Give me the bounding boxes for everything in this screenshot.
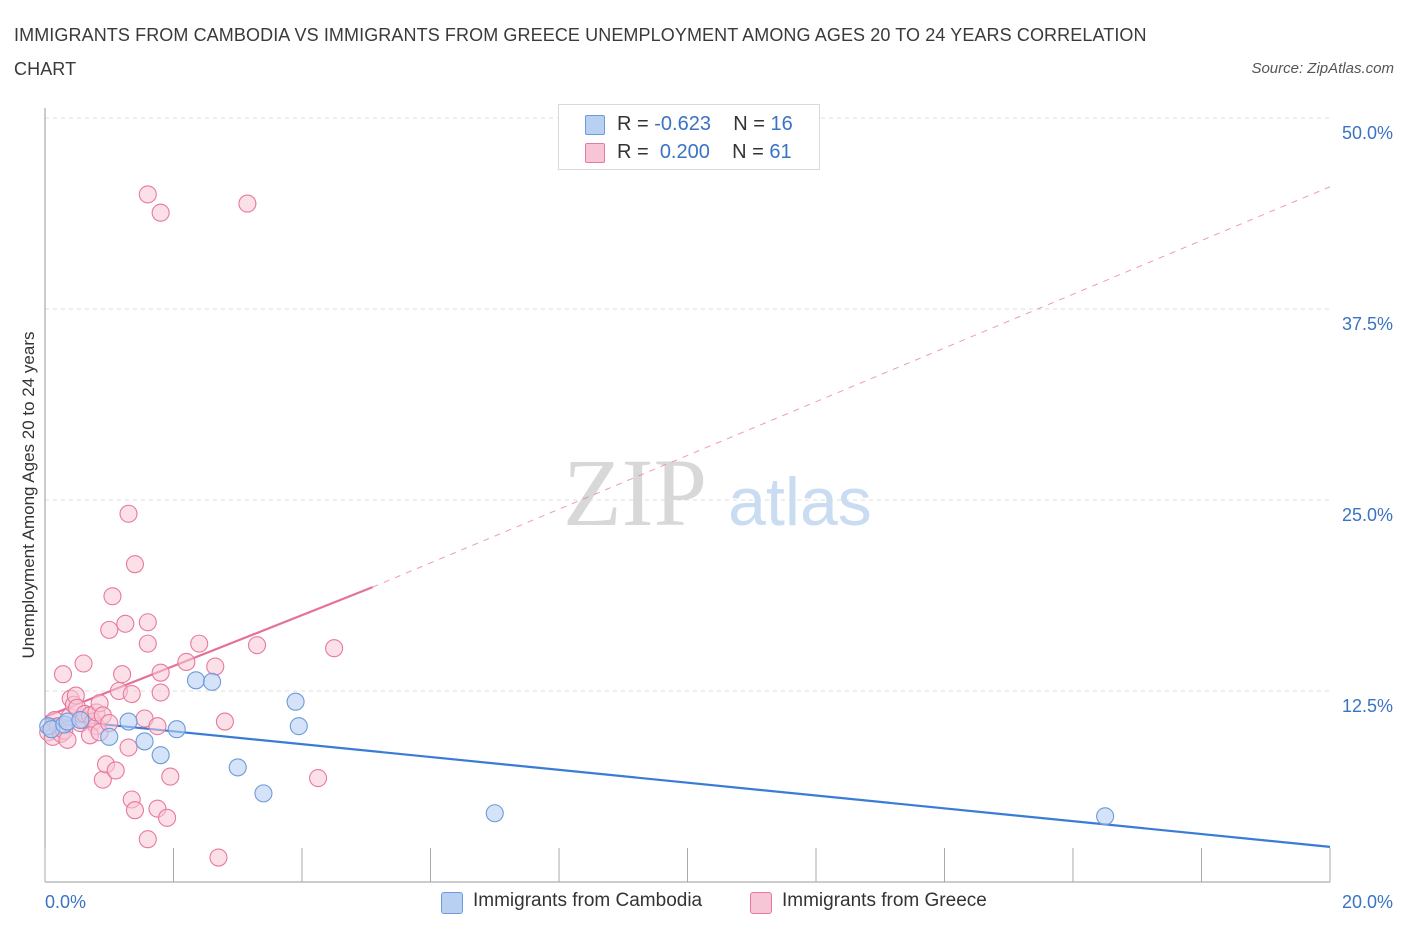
cambodia-point-6 [119, 712, 138, 731]
bottom-legend-greece: Immigrants from Greece [750, 886, 1020, 916]
cambodia-trend-line [44, 717, 1331, 848]
greece-point-55 [215, 712, 234, 731]
cambodia-point-10 [186, 671, 206, 690]
cambodia-point-9 [167, 720, 186, 739]
cambodia-point-17 [1096, 807, 1115, 826]
cambodia-n-value: 16 [770, 113, 793, 135]
cambodia-legend-label: Immigrants from Cambodia [473, 890, 703, 911]
greece-r-value: 0.200 [659, 141, 710, 163]
greece-point-53 [206, 657, 225, 676]
series-greece-points [39, 185, 344, 867]
series-cambodia-points [39, 671, 1115, 826]
r-label: R = [617, 113, 649, 135]
greece-trend-extension [372, 186, 1331, 588]
greece-point-61 [238, 194, 257, 213]
chart-title: IMMIGRANTS FROM CAMBODIA VS IMMIGRANTS F… [14, 25, 1147, 79]
greece-legend-swatch [750, 892, 772, 914]
tick-labels: 12.5% 25.0% 37.5% 50.0% 0.0% 20.0% [45, 123, 1393, 912]
greece-point-8 [58, 730, 77, 749]
greece-n-value: 61 [769, 141, 792, 163]
n-label: N = [733, 113, 765, 135]
greece-point-43 [138, 830, 157, 849]
bottom-legend-cambodia: Immigrants from Cambodia [441, 886, 731, 916]
x-tick-label-max: 20.0% [1342, 892, 1393, 912]
greece-point-34 [116, 614, 135, 633]
greece-point-37 [122, 685, 141, 704]
y-tick-label-0: 12.5% [1342, 696, 1393, 716]
watermark: ZIP atlas [563, 439, 872, 546]
greece-point-57 [309, 769, 328, 788]
cambodia-point-7 [135, 732, 154, 751]
cambodia-point-16 [485, 804, 504, 823]
cambodia-point-14 [286, 692, 305, 711]
greece-point-36 [119, 738, 138, 757]
greece-point-58 [325, 639, 344, 658]
axes [44, 108, 1331, 883]
greece-point-29 [100, 620, 119, 639]
y-tick-label-1: 25.0% [1342, 505, 1393, 525]
cambodia-point-15 [289, 717, 308, 736]
cambodia-legend-swatch [441, 892, 463, 914]
greece-point-56 [247, 636, 267, 655]
r-label: R = [617, 141, 649, 163]
greece-swatch [585, 143, 605, 163]
source-label: Source: ZipAtlas.com [1251, 60, 1394, 77]
cambodia-r-value: -0.623 [654, 113, 711, 135]
greece-point-20 [74, 654, 93, 673]
watermark-atlas: atlas [728, 464, 872, 540]
cambodia-point-12 [228, 758, 247, 777]
x-tick-label-min: 0.0% [45, 892, 86, 912]
greece-point-60 [151, 203, 170, 222]
cambodia-point-11 [203, 672, 222, 691]
greece-point-47 [151, 663, 170, 682]
y-tick-label-2: 37.5% [1342, 314, 1393, 334]
greece-point-35 [119, 504, 138, 523]
cambodia-swatch [585, 115, 605, 135]
cambodia-point-5 [100, 727, 119, 746]
greece-point-40 [125, 555, 144, 574]
greece-point-49 [158, 808, 177, 827]
greece-point-7 [53, 665, 73, 684]
greece-point-52 [190, 634, 209, 653]
greece-point-42 [138, 634, 157, 653]
greece-point-39 [125, 801, 144, 820]
watermark-zip: ZIP [563, 439, 707, 546]
cambodia-point-13 [254, 784, 273, 803]
greece-point-33 [113, 665, 132, 684]
greece-point-44 [148, 717, 167, 736]
y-tick-label-3: 50.0% [1342, 123, 1393, 143]
stats-legend: R = -0.623 N = 16 R = 0.200 N = 61 [558, 104, 820, 170]
y-axis-label: Unemployment Among Ages 20 to 24 years [19, 332, 38, 659]
greece-point-54 [209, 848, 228, 867]
greece-point-50 [161, 767, 180, 786]
greece-point-45 [138, 613, 157, 632]
n-label: N = [732, 141, 764, 163]
cambodia-point-4 [71, 710, 90, 730]
greece-point-48 [151, 683, 170, 702]
greece-point-51 [177, 652, 196, 672]
grid-lines [45, 117, 1330, 692]
cambodia-point-8 [151, 746, 170, 765]
greece-point-59 [138, 185, 157, 204]
greece-point-31 [106, 761, 125, 780]
greece-point-30 [103, 587, 122, 606]
greece-legend-label: Immigrants from Greece [782, 890, 987, 911]
